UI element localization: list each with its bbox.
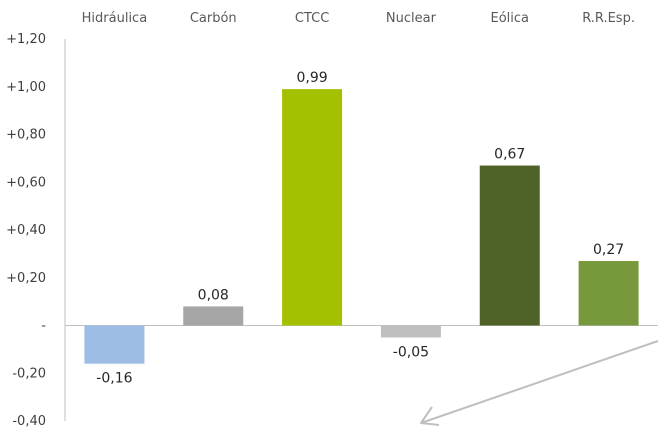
y-tick-label: +0,20 xyxy=(6,271,46,286)
y-tick-label: +0,80 xyxy=(6,128,46,143)
bar xyxy=(578,261,639,326)
arrow-shaft xyxy=(420,340,659,424)
bar xyxy=(282,89,343,326)
category-label: Carbón xyxy=(190,11,237,26)
bar xyxy=(84,325,145,364)
arrow-head xyxy=(420,406,440,426)
y-tick-label: +0,60 xyxy=(6,175,46,190)
data-label: -0,05 xyxy=(393,344,429,360)
trend-arrow xyxy=(420,340,659,426)
data-label: -0,16 xyxy=(96,371,132,387)
y-tick-label: +0,40 xyxy=(6,223,46,238)
category-label: Hidráulica xyxy=(82,11,148,26)
data-label: 0,27 xyxy=(593,242,624,258)
y-tick-label: -0,20 xyxy=(12,366,46,381)
bar xyxy=(183,306,244,326)
bars xyxy=(84,89,639,364)
data-labels: -0,16 0,08 0,99 -0,05 0,67 0,27 xyxy=(96,70,624,387)
category-label: CTCC xyxy=(295,11,329,26)
category-label: R.R.Esp. xyxy=(582,11,635,26)
y-tick-label: +1,00 xyxy=(6,80,46,95)
data-label: 0,08 xyxy=(198,287,229,303)
data-label: 0,67 xyxy=(494,147,525,163)
y-tick-label: +1,20 xyxy=(6,32,46,47)
y-tick-label: - xyxy=(41,319,46,334)
bar xyxy=(479,165,540,326)
data-label: 0,99 xyxy=(296,70,327,86)
bar xyxy=(380,325,441,338)
y-axis-tick-labels: +1,20 +1,00 +0,80 +0,60 +0,40 +0,20 - -0,20 -0,4… xyxy=(6,32,46,429)
category-label: Eólica xyxy=(490,11,529,26)
category-labels: Hidráulica Carbón CTCC Nuclear Eólica R.R.Esp… xyxy=(82,11,635,26)
y-tick-label: -0,40 xyxy=(12,414,46,429)
category-label: Nuclear xyxy=(386,11,437,26)
